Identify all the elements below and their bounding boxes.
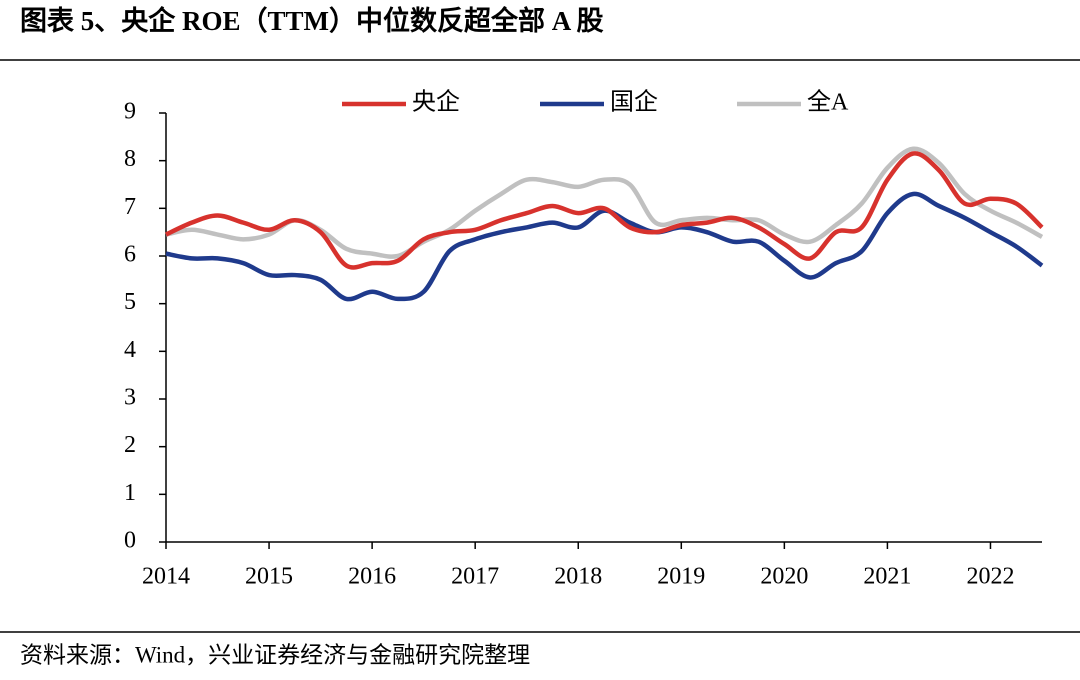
legend-label: 全A bbox=[807, 89, 849, 116]
series-line bbox=[165, 191, 1044, 302]
y-tick-label: 2 bbox=[124, 432, 136, 458]
x-tick-label: 2017 bbox=[451, 564, 499, 590]
legend-label: 国企 bbox=[610, 89, 658, 116]
x-tick-label: 2018 bbox=[554, 564, 602, 590]
series-line bbox=[165, 146, 1044, 259]
y-tick-label: 7 bbox=[124, 194, 136, 220]
x-tick-label: 2015 bbox=[245, 564, 293, 590]
series-line bbox=[165, 151, 1044, 270]
y-tick-label: 4 bbox=[124, 337, 136, 363]
x-tick-label: 2016 bbox=[348, 564, 396, 590]
y-tick-label: 9 bbox=[124, 99, 136, 125]
y-tick-label: 3 bbox=[124, 385, 136, 411]
y-tick-label: 1 bbox=[124, 480, 136, 506]
y-tick-label: 6 bbox=[124, 242, 136, 268]
x-tick-label: 2019 bbox=[657, 564, 705, 590]
y-tick-label: 8 bbox=[124, 146, 136, 172]
x-tick-label: 2021 bbox=[863, 564, 911, 590]
x-tick-label: 2014 bbox=[142, 564, 190, 590]
x-tick-label: 2022 bbox=[966, 564, 1014, 590]
y-tick-label: 5 bbox=[124, 289, 136, 315]
legend-label: 央企 bbox=[412, 89, 460, 116]
x-tick-label: 2020 bbox=[760, 564, 808, 590]
chart-title: 图表 5、央企 ROE（TTM）中位数反超全部 A 股 bbox=[20, 5, 604, 36]
source-note: 资料来源：Wind，兴业证券经济与金融研究院整理 bbox=[20, 642, 530, 667]
y-tick-label: 0 bbox=[124, 528, 136, 554]
